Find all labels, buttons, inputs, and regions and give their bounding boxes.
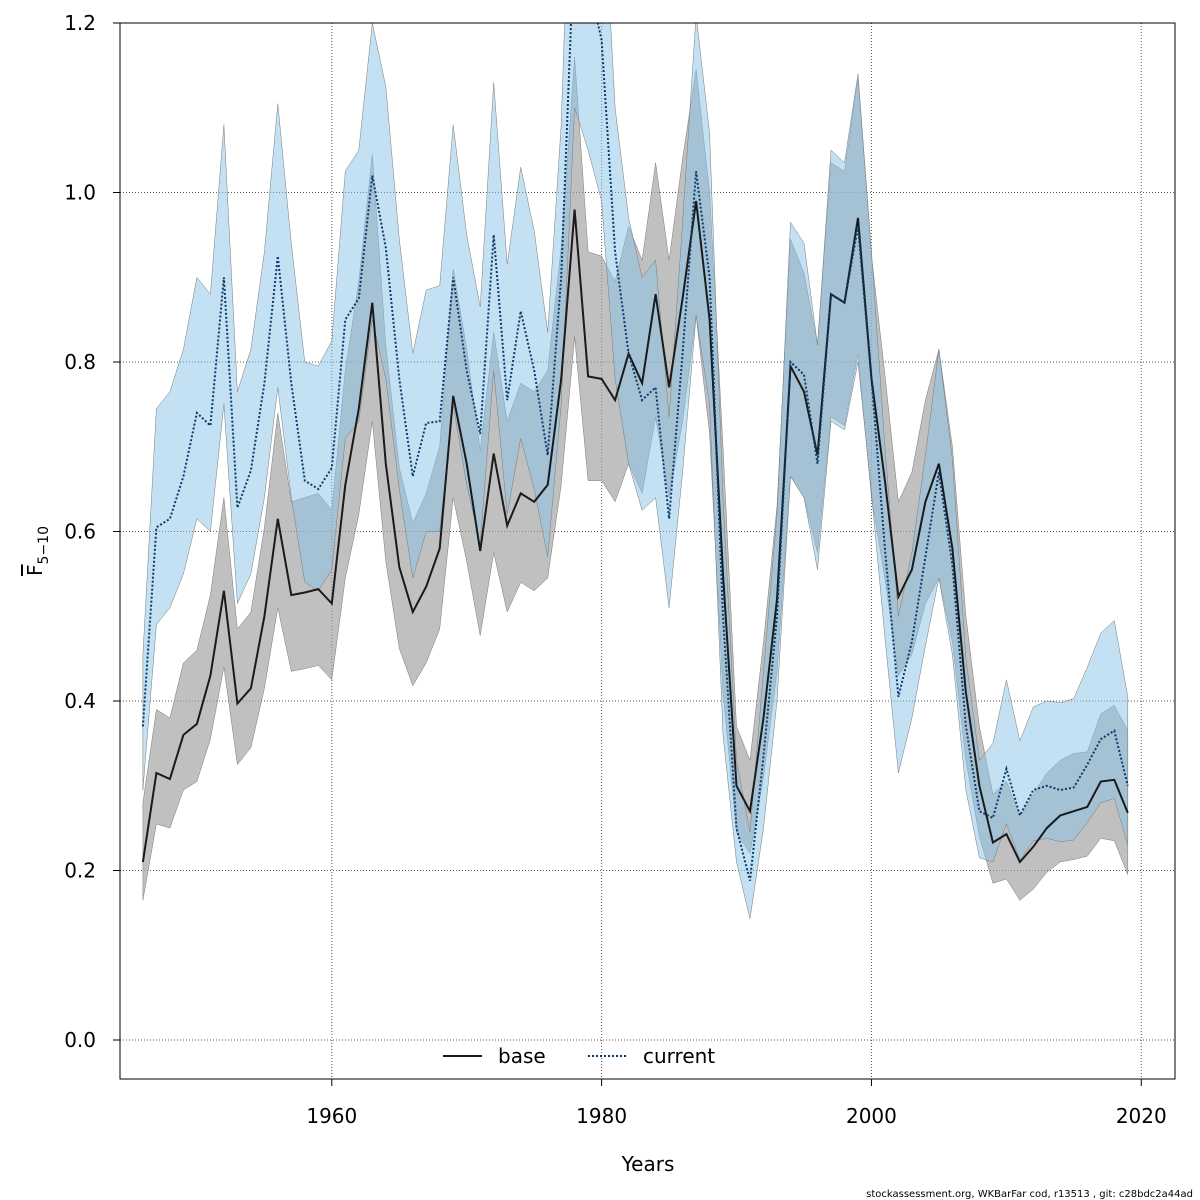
y-tick-label: 0.8 [64, 350, 96, 374]
y-axis-title-main: F [23, 564, 47, 576]
y-axis-title-subscript: 5−10 [36, 526, 52, 564]
y-axis-title: F5−10 [23, 526, 52, 576]
y-tick-label: 0.0 [64, 1028, 96, 1052]
legend-label-current: current [643, 1044, 715, 1068]
x-tick-label: 1960 [306, 1104, 357, 1128]
y-axis: 0.0 0.2 0.4 0.6 0.8 1.0 1.2 [64, 11, 120, 1052]
x-axis-title: Years [621, 1152, 675, 1176]
series-lines [141, 23, 1129, 881]
x-tick-label: 2000 [846, 1104, 897, 1128]
confidence-bands [142, 23, 1129, 919]
legend-label-base: base [498, 1044, 546, 1068]
x-tick-label: 1980 [576, 1104, 627, 1128]
x-axis: 1960 1980 2000 2020 [306, 1079, 1167, 1128]
footer-credit: stockassessment.org, WKBarFar cod, r1351… [866, 1189, 1193, 1200]
series-line-current [141, 23, 1129, 881]
legend: base current [443, 1044, 715, 1068]
y-tick-label: 1.0 [64, 181, 96, 205]
y-tick-label: 0.2 [64, 859, 96, 883]
series-line-base [141, 200, 1129, 864]
x-tick-label: 2020 [1116, 1104, 1167, 1128]
plot-frame [119, 22, 1176, 1080]
y-tick-label: 0.4 [64, 689, 96, 713]
y-tick-label: 0.6 [64, 520, 96, 544]
svg-text:F5−10: F5−10 [23, 526, 52, 576]
confidence-band-current [142, 23, 1129, 919]
y-tick-label: 1.2 [64, 11, 96, 35]
